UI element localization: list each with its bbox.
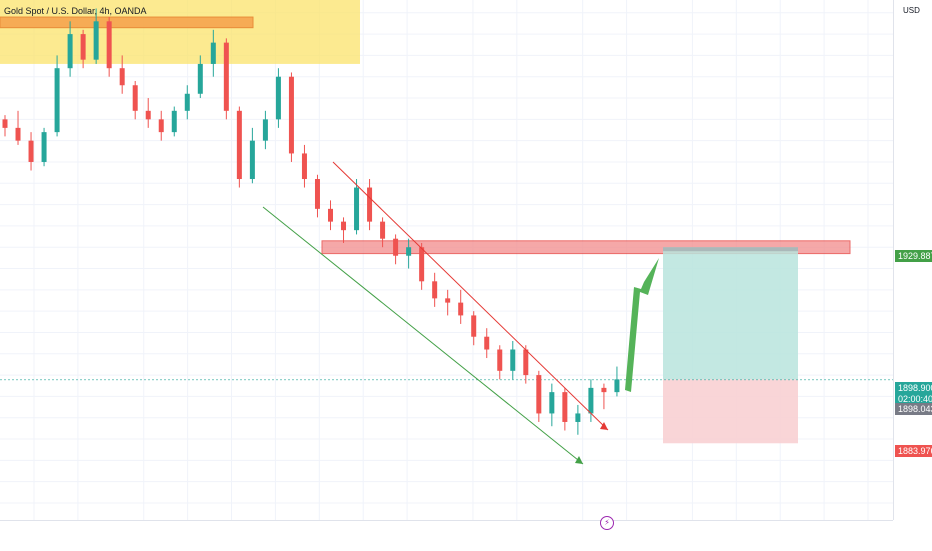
candle-body (367, 187, 373, 222)
candle-body (432, 281, 438, 299)
stop-zone (663, 379, 798, 444)
prev-price-badge: 1898.043 (895, 403, 932, 415)
currency-label[interactable]: USD (903, 6, 920, 15)
candle-body (119, 68, 125, 86)
candle-body (301, 153, 307, 180)
candle-body (393, 238, 399, 256)
candle-body (262, 119, 268, 141)
candle-body (458, 302, 464, 316)
candle-body (614, 379, 620, 393)
candle-body (484, 336, 490, 350)
candle-body (93, 21, 99, 60)
candle-body (575, 413, 581, 422)
candle-body (171, 110, 177, 133)
countdown-badge: 02:00:40 (895, 393, 932, 405)
candle-body (15, 127, 21, 141)
time-axis[interactable] (0, 520, 893, 551)
candle-body (523, 349, 529, 376)
candle-body (406, 247, 412, 256)
stop-price-badge: 1883.976 (895, 445, 932, 457)
candle-body (380, 221, 386, 239)
candle-body (471, 315, 477, 337)
candle-body (588, 387, 594, 414)
candle-body (54, 68, 60, 133)
candle-body (145, 110, 151, 120)
candle-body (288, 76, 294, 154)
current-price-badge: 1898.900 (895, 382, 932, 394)
chart-title: Gold Spot / U.S. Dollar, 4h, OANDA (4, 6, 147, 16)
candle-body (106, 21, 112, 69)
target-price-badge: 1929.887 (895, 250, 932, 262)
candle-body (184, 93, 190, 111)
candle-body (536, 375, 542, 414)
entry-marker (663, 247, 798, 252)
candle-body (41, 132, 47, 162)
lightning-icon[interactable]: ⚡ (600, 516, 614, 530)
channel-lower-arrowhead (575, 456, 583, 464)
channel-upper-arrowhead (600, 422, 608, 430)
channel-lower-line (262, 206, 584, 465)
candle-body (419, 247, 425, 282)
up-arrow (625, 258, 659, 392)
supply-zone (0, 0, 360, 64)
candle-body (236, 110, 242, 180)
target-zone (663, 247, 798, 380)
candle-body (341, 221, 347, 231)
candle-body (223, 42, 229, 111)
candle-body (197, 63, 203, 94)
supply-zone-inner (0, 16, 254, 29)
candle-body (601, 387, 607, 393)
candle-body (67, 34, 73, 69)
candle-body (132, 85, 138, 111)
candle-body (28, 140, 34, 162)
candle-body (2, 119, 8, 128)
candle-body (275, 76, 281, 120)
candle-body (249, 140, 255, 180)
candle-body (210, 42, 216, 64)
candle-body (445, 298, 451, 303)
candle-body (354, 187, 360, 231)
candle-body (314, 179, 320, 209)
channel-upper-line (332, 161, 609, 431)
candle-body (497, 349, 503, 371)
candle-body (328, 208, 333, 222)
candle-body (80, 34, 86, 60)
candle-body (158, 119, 164, 133)
candle-body (510, 349, 516, 371)
candle-body (549, 392, 555, 414)
candle-body (562, 392, 568, 422)
